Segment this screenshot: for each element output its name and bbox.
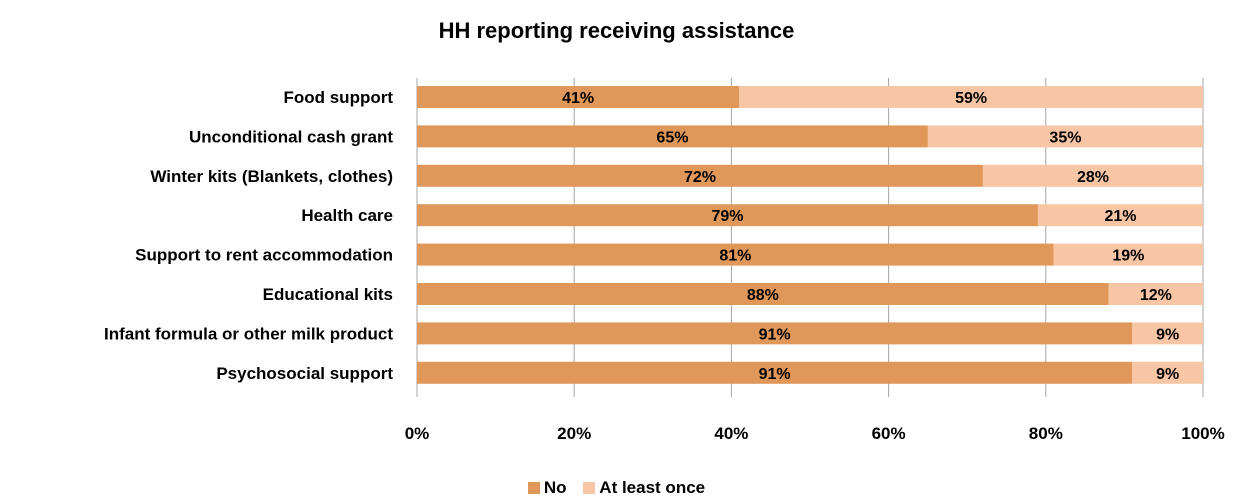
- bar-no-0: [417, 86, 740, 108]
- data-label-at-least-once-2: 28%: [1077, 169, 1109, 186]
- data-label-at-least-once-6: 9%: [1156, 326, 1179, 343]
- bar-at-least-once-3: [1037, 204, 1203, 227]
- bar-no-4: [417, 243, 1054, 266]
- data-label-at-least-once-0: 59%: [955, 90, 987, 107]
- legend-item-at-least-once: At least once: [583, 478, 705, 498]
- x-tick-labels: 0% 20% 40% 60% 80% 100%: [405, 424, 1225, 443]
- x-tick-label-2: 40%: [714, 424, 748, 443]
- bar-at-least-once-1: [927, 125, 1203, 148]
- data-label-at-least-once-1: 35%: [1049, 129, 1081, 146]
- bar-at-least-once-6: [1132, 322, 1203, 345]
- data-label-at-least-once-5: 12%: [1140, 287, 1172, 304]
- legend-label-no: No: [543, 478, 567, 497]
- legend: No At least once: [0, 478, 1233, 499]
- legend-item-no: No: [527, 478, 567, 498]
- bar-at-least-once-4: [1053, 243, 1203, 266]
- x-tick-label-5: 100%: [1181, 424, 1224, 443]
- bar-at-least-once-5: [1108, 283, 1203, 305]
- x-tick-label-3: 60%: [872, 424, 906, 443]
- x-tick-label-4: 80%: [1029, 424, 1063, 443]
- data-label-no-7: 91%: [759, 366, 791, 383]
- bar-no-2: [417, 164, 983, 187]
- legend-label-at-least-once: At least once: [599, 478, 706, 497]
- bar-at-least-once-7: [1132, 361, 1203, 384]
- legend-swatch-at-least-once: [583, 482, 596, 494]
- data-label-at-least-once-4: 19%: [1112, 248, 1144, 265]
- data-label-no-5: 88%: [747, 287, 779, 304]
- x-tick-label-1: 20%: [557, 424, 591, 443]
- category-label-6: Infant formula or other milk product: [104, 324, 393, 343]
- bar-at-least-once-2: [982, 164, 1203, 187]
- data-label-no-6: 91%: [759, 326, 791, 343]
- chart-title: HH reporting receiving assistance: [438, 18, 795, 43]
- category-label-4: Support to rent accommodation: [135, 246, 393, 265]
- data-label-no-1: 65%: [656, 129, 688, 146]
- data-label-at-least-once-7: 9%: [1156, 366, 1179, 383]
- legend-swatch-no: [527, 482, 540, 494]
- bar-at-least-once-0: [739, 86, 1203, 108]
- data-label-no-4: 81%: [719, 248, 751, 265]
- data-label-no-0: 41%: [562, 90, 594, 107]
- data-label-no-2: 72%: [684, 169, 716, 186]
- bar-no-3: [417, 204, 1038, 227]
- category-label-5: Educational kits: [263, 285, 393, 304]
- bar-no-5: [417, 283, 1109, 305]
- data-labels: 41% 59% 65% 35% 72% 28% 79% 21% 81% 19% 88% 12% 91% 9…: [562, 90, 1179, 383]
- category-label-1: Unconditional cash grant: [189, 127, 393, 146]
- bars: [417, 86, 1203, 384]
- data-label-no-3: 79%: [711, 208, 743, 225]
- category-labels: Food support Unconditional cash grant Wint…: [104, 88, 393, 383]
- category-label-3: Health care: [301, 206, 393, 225]
- category-label-2: Winter kits (Blankets, clothes): [150, 167, 393, 186]
- bar-no-1: [417, 125, 928, 148]
- bar-no-6: [417, 322, 1133, 345]
- bar-no-7: [417, 361, 1133, 384]
- category-label-7: Psychosocial support: [216, 364, 393, 383]
- category-label-0: Food support: [283, 88, 393, 107]
- x-tick-label-0: 0%: [405, 424, 430, 443]
- data-label-at-least-once-3: 21%: [1104, 208, 1136, 225]
